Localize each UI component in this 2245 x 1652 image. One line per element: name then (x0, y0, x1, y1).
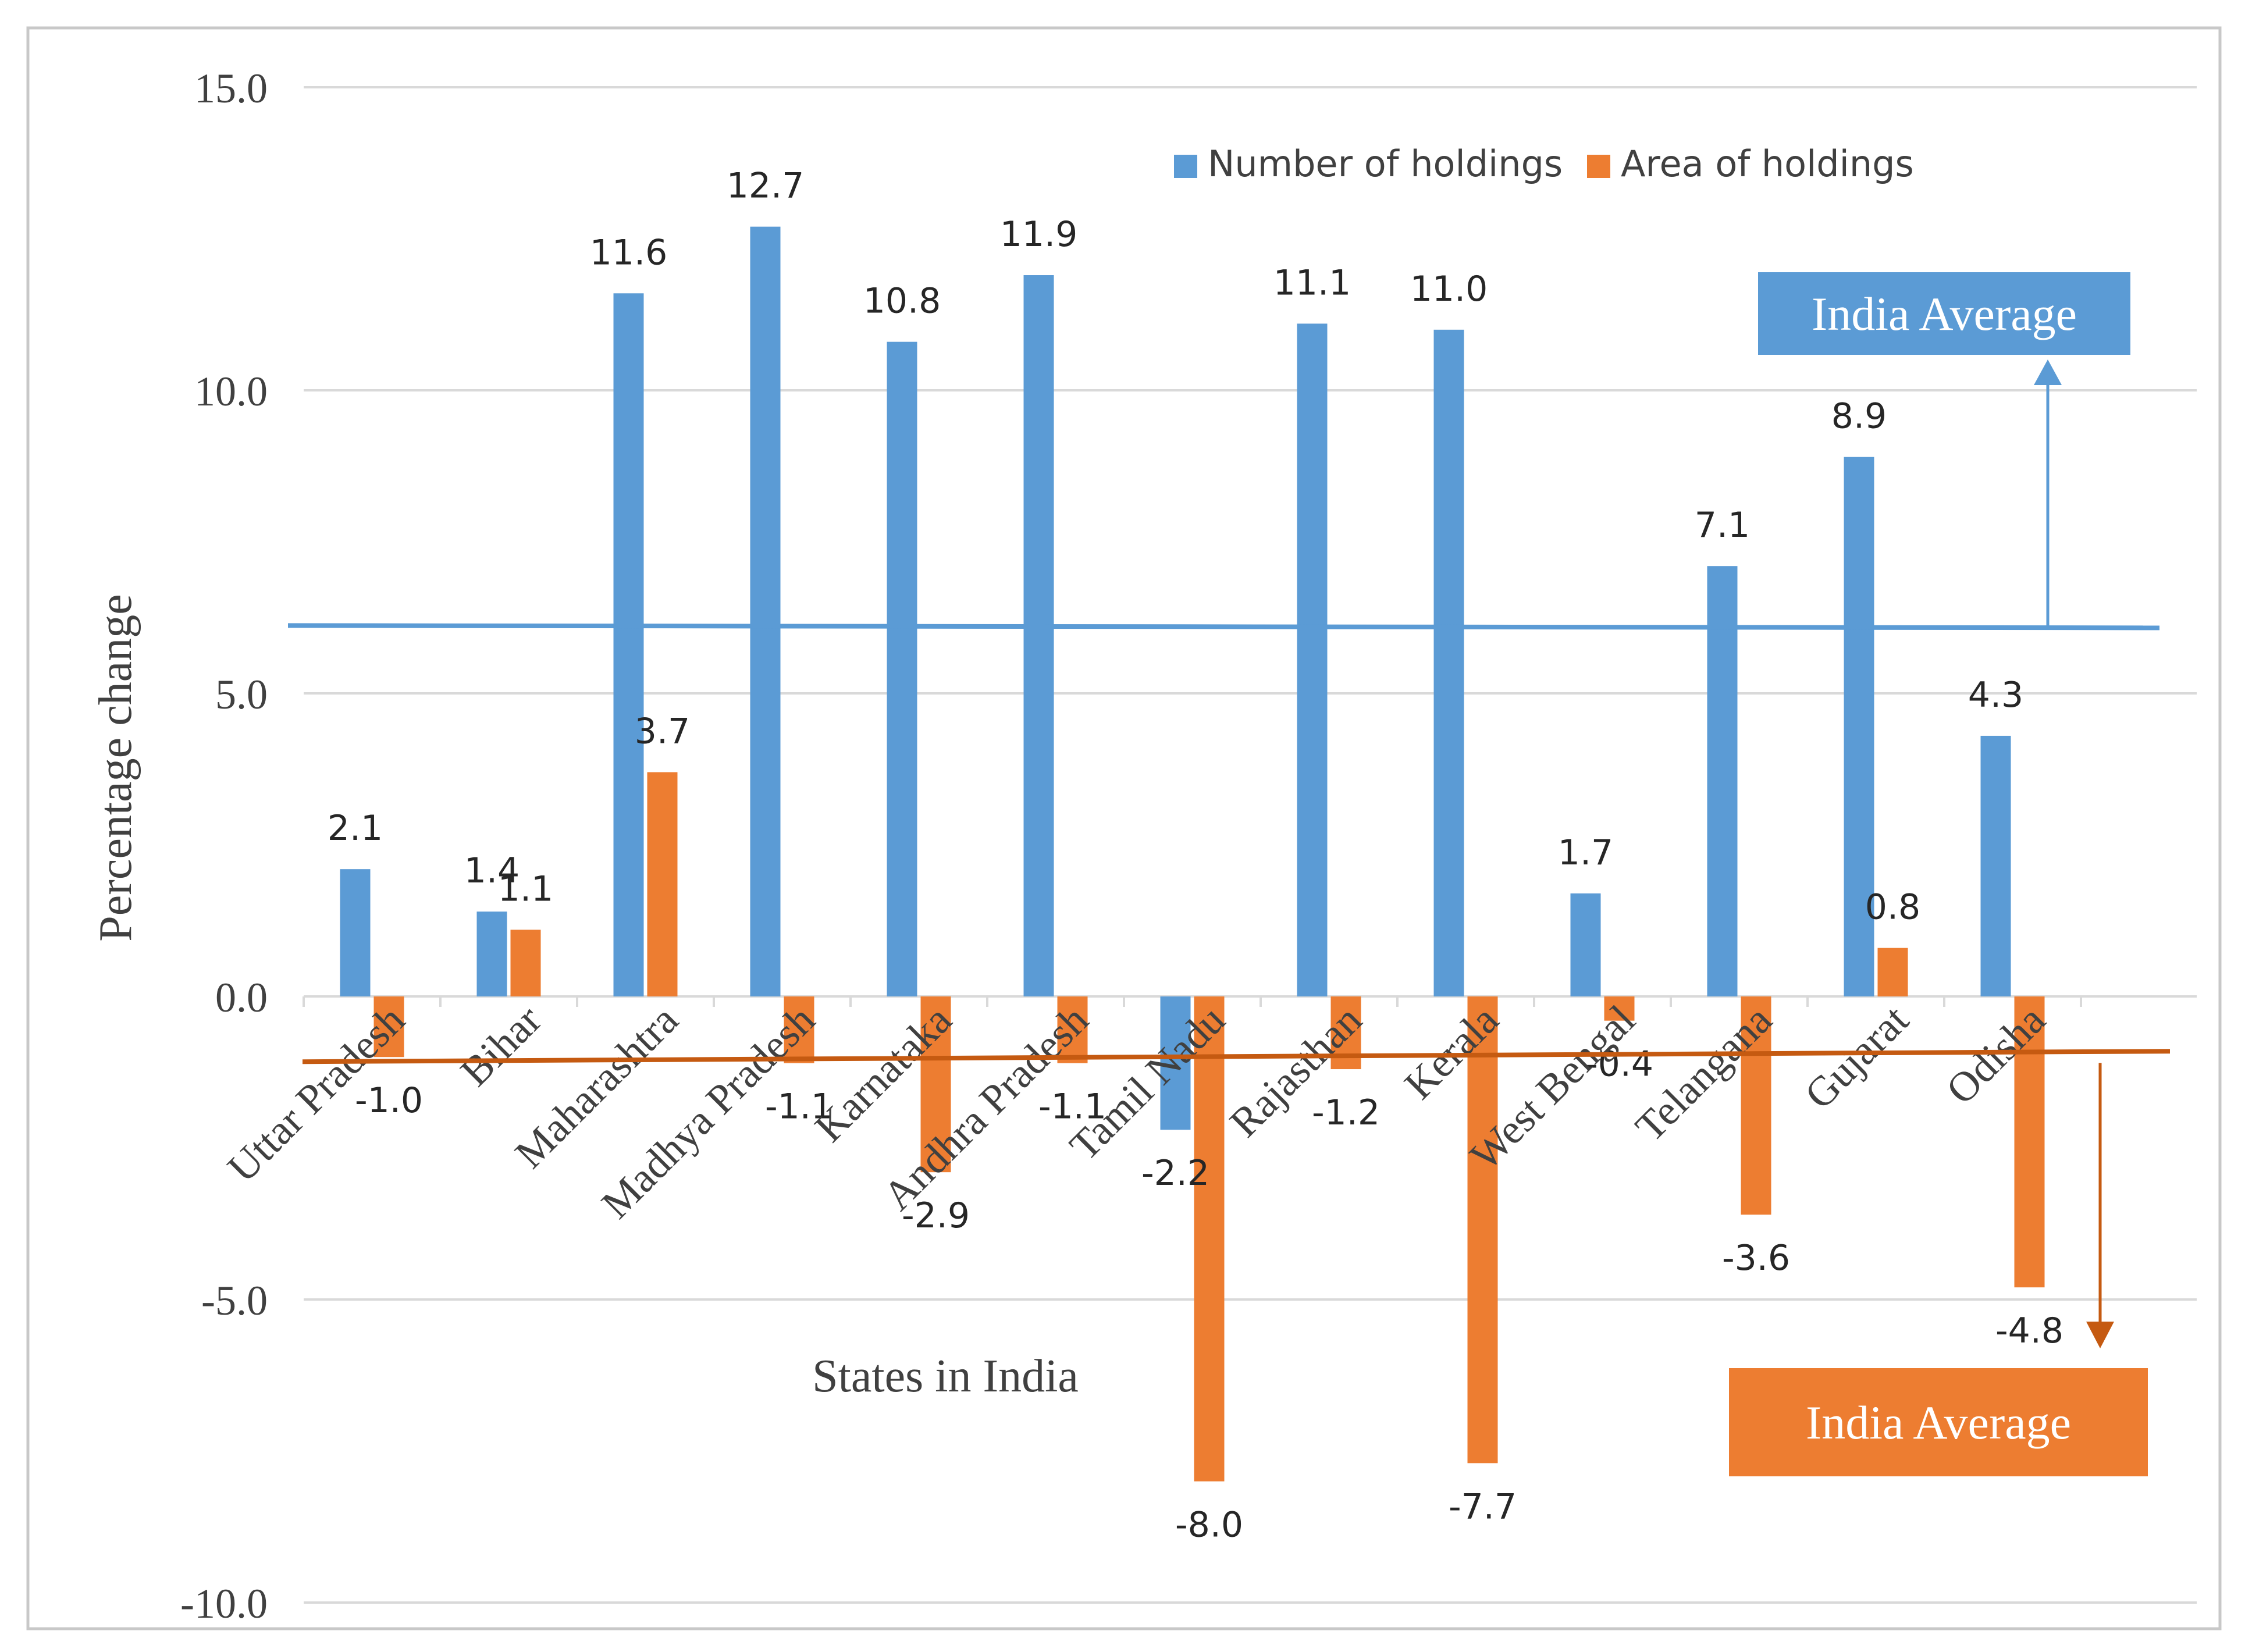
data-label-area-of-holdings-kerala: -7.7 (1449, 1486, 1517, 1527)
bar-area-of-holdings-uttar-pradesh (373, 996, 404, 1058)
bar-number-of-holdings-bihar (476, 912, 507, 996)
india-average-line-area-of-holdings (302, 1049, 2171, 1064)
legend-label-number-of-holdings: Number of holdings (1208, 143, 1563, 185)
data-label-number-of-holdings-tamil-nadu: -2.2 (1141, 1153, 1209, 1194)
bar-number-of-holdings-tamil-nadu (1160, 996, 1191, 1130)
bar-number-of-holdings-maharashtra (613, 293, 644, 996)
bar-area-of-holdings-west-bengal (1604, 996, 1635, 1021)
x-axis-title: States in India (812, 1351, 1079, 1402)
data-label-number-of-holdings-karnataka: 10.8 (863, 281, 941, 322)
data-label-area-of-holdings-maharashtra: 3.7 (635, 711, 690, 752)
data-label-number-of-holdings-odisha: 4.3 (1968, 675, 2023, 715)
bar-number-of-holdings-telangana (1707, 566, 1738, 996)
legend-label-area-of-holdings: Area of holdings (1621, 143, 1914, 185)
bar-area-of-holdings-odisha (2014, 996, 2045, 1288)
data-label-area-of-holdings-madhya-pradesh: -1.1 (765, 1087, 833, 1127)
data-label-area-of-holdings-telangana: -3.6 (1722, 1238, 1790, 1279)
data-label-number-of-holdings-west-bengal: 1.7 (1558, 832, 1613, 873)
bar-area-of-holdings-bihar (510, 930, 541, 996)
bar-number-of-holdings-andhra-pradesh (1023, 275, 1054, 996)
legend: Number of holdings Area of holdings (1174, 143, 1914, 185)
bar-area-of-holdings-andhra-pradesh (1057, 996, 1088, 1063)
y-tick-label: 15.0 (194, 65, 268, 112)
data-label-number-of-holdings-uttar-pradesh: 2.1 (328, 808, 383, 849)
bar-area-of-holdings-karnataka (920, 996, 951, 1173)
india-average-label-number-of-holdings: India Average (1812, 287, 2077, 340)
arrow-head-up-icon (2034, 359, 2062, 385)
data-label-area-of-holdings-bihar: 1.1 (498, 868, 553, 909)
data-label-area-of-holdings-gujarat: 0.8 (1865, 887, 1920, 928)
data-label-area-of-holdings-uttar-pradesh: -1.0 (355, 1080, 423, 1121)
data-label-area-of-holdings-tamil-nadu: -8.0 (1175, 1505, 1243, 1546)
y-tick-label: 10.0 (194, 368, 268, 415)
bar-number-of-holdings-west-bengal (1570, 893, 1601, 996)
y-tick-label: -10.0 (180, 1580, 268, 1627)
reference-lines (287, 359, 2171, 1348)
data-label-number-of-holdings-rajasthan: 11.1 (1273, 262, 1351, 303)
bar-number-of-holdings-gujarat (1844, 457, 1874, 996)
bar-number-of-holdings-odisha (1980, 735, 2011, 996)
bar-number-of-holdings-karnataka (887, 341, 917, 996)
y-tick-label: 0.0 (215, 974, 268, 1021)
y-axis-ticks: 15.0 10.0 5.0 0.0 -5.0 -10.0 (180, 65, 268, 1627)
bar-area-of-holdings-gujarat (1877, 948, 1908, 996)
bar-area-of-holdings-madhya-pradesh (784, 996, 814, 1063)
y-axis-title: Percentage change (90, 594, 141, 941)
india-average-line-number-of-holdings (287, 623, 2160, 631)
bar-number-of-holdings-madhya-pradesh (750, 226, 781, 996)
bar-labels: 2.1 1.4 11.6 12.7 10.8 11.9 -2.2 11.1 11.0 1.7 7.1… (328, 166, 2063, 1546)
y-tick-label: 5.0 (215, 671, 268, 718)
annotations: India Average India Average (1729, 272, 2148, 1476)
india-average-box-area-of-holdings (1729, 1368, 2148, 1476)
data-label-area-of-holdings-odisha: -4.8 (1995, 1311, 2063, 1351)
data-label-number-of-holdings-bihar: 1.4 (464, 850, 520, 891)
data-label-area-of-holdings-west-bengal: -0.4 (1585, 1044, 1653, 1085)
data-label-area-of-holdings-andhra-pradesh: -1.1 (1038, 1087, 1107, 1127)
data-label-number-of-holdings-madhya-pradesh: 12.7 (727, 166, 805, 206)
bar-number-of-holdings-kerala (1433, 329, 1464, 996)
data-label-number-of-holdings-gujarat: 8.9 (1831, 396, 1887, 437)
bar-area-of-holdings-telangana (1741, 996, 1771, 1215)
legend-swatch-area-of-holdings (1587, 155, 1610, 178)
y-tick-label: -5.0 (201, 1277, 268, 1324)
bar-number-of-holdings-rajasthan (1297, 323, 1328, 996)
data-label-number-of-holdings-kerala: 11.0 (1410, 269, 1488, 309)
arrow-head-down-icon (2086, 1322, 2114, 1348)
legend-swatch-number-of-holdings (1174, 155, 1197, 178)
bar-area-of-holdings-kerala (1467, 996, 1498, 1464)
bar-area-of-holdings-maharashtra (647, 772, 678, 996)
data-label-number-of-holdings-telangana: 7.1 (1695, 505, 1750, 546)
india-average-box-number-of-holdings (1758, 272, 2130, 355)
data-label-area-of-holdings-karnataka: -2.9 (902, 1195, 970, 1236)
bar-number-of-holdings-uttar-pradesh (340, 869, 371, 996)
bar-area-of-holdings-tamil-nadu (1194, 996, 1225, 1482)
data-label-number-of-holdings-maharashtra: 11.6 (590, 232, 668, 273)
data-label-number-of-holdings-andhra-pradesh: 11.9 (1000, 214, 1078, 255)
india-average-label-area-of-holdings: India Average (1806, 1396, 2071, 1449)
data-label-area-of-holdings-rajasthan: -1.2 (1312, 1092, 1380, 1133)
